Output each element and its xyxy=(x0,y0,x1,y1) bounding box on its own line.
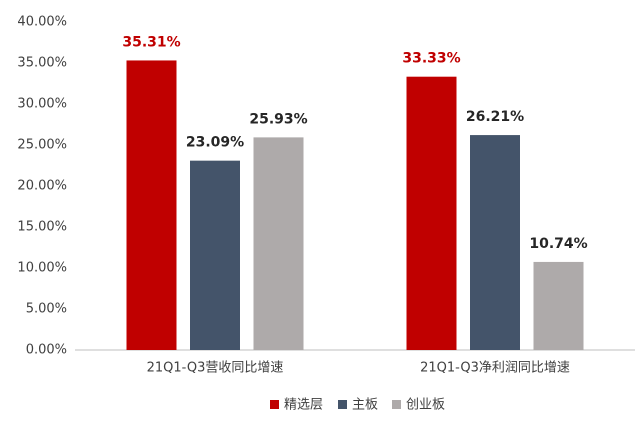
bar xyxy=(253,137,304,350)
bar xyxy=(406,76,457,350)
legend-swatch xyxy=(338,400,347,409)
y-tick-label: 40.00% xyxy=(17,15,67,30)
legend-swatch xyxy=(392,400,401,409)
bar xyxy=(533,261,584,350)
legend-label: 创业板 xyxy=(406,398,445,413)
y-tick-label: 30.00% xyxy=(17,97,67,112)
x-tick-label: 21Q1-Q3营收同比增速 xyxy=(147,361,284,376)
y-tick-label: 35.00% xyxy=(17,56,67,71)
x-tick-label: 21Q1-Q3净利润同比增速 xyxy=(420,361,570,376)
value-label: 35.31% xyxy=(122,34,180,50)
y-tick-label: 10.00% xyxy=(17,261,67,276)
value-label: 25.93% xyxy=(249,111,307,127)
value-label: 10.74% xyxy=(529,236,587,252)
y-tick-label: 25.00% xyxy=(17,138,67,153)
bar xyxy=(126,60,177,350)
y-tick-label: 15.00% xyxy=(17,220,67,235)
y-tick-label: 0.00% xyxy=(26,343,67,358)
legend-label: 主板 xyxy=(352,398,378,413)
value-label: 26.21% xyxy=(466,109,524,125)
legend-swatch xyxy=(270,400,279,409)
legend-label: 精选层 xyxy=(284,398,323,413)
bar xyxy=(190,160,240,350)
y-tick-label: 5.00% xyxy=(26,302,67,317)
value-label: 23.09% xyxy=(186,135,244,151)
value-label: 33.33% xyxy=(402,51,460,67)
y-tick-label: 20.00% xyxy=(17,179,67,194)
bar xyxy=(470,135,520,350)
